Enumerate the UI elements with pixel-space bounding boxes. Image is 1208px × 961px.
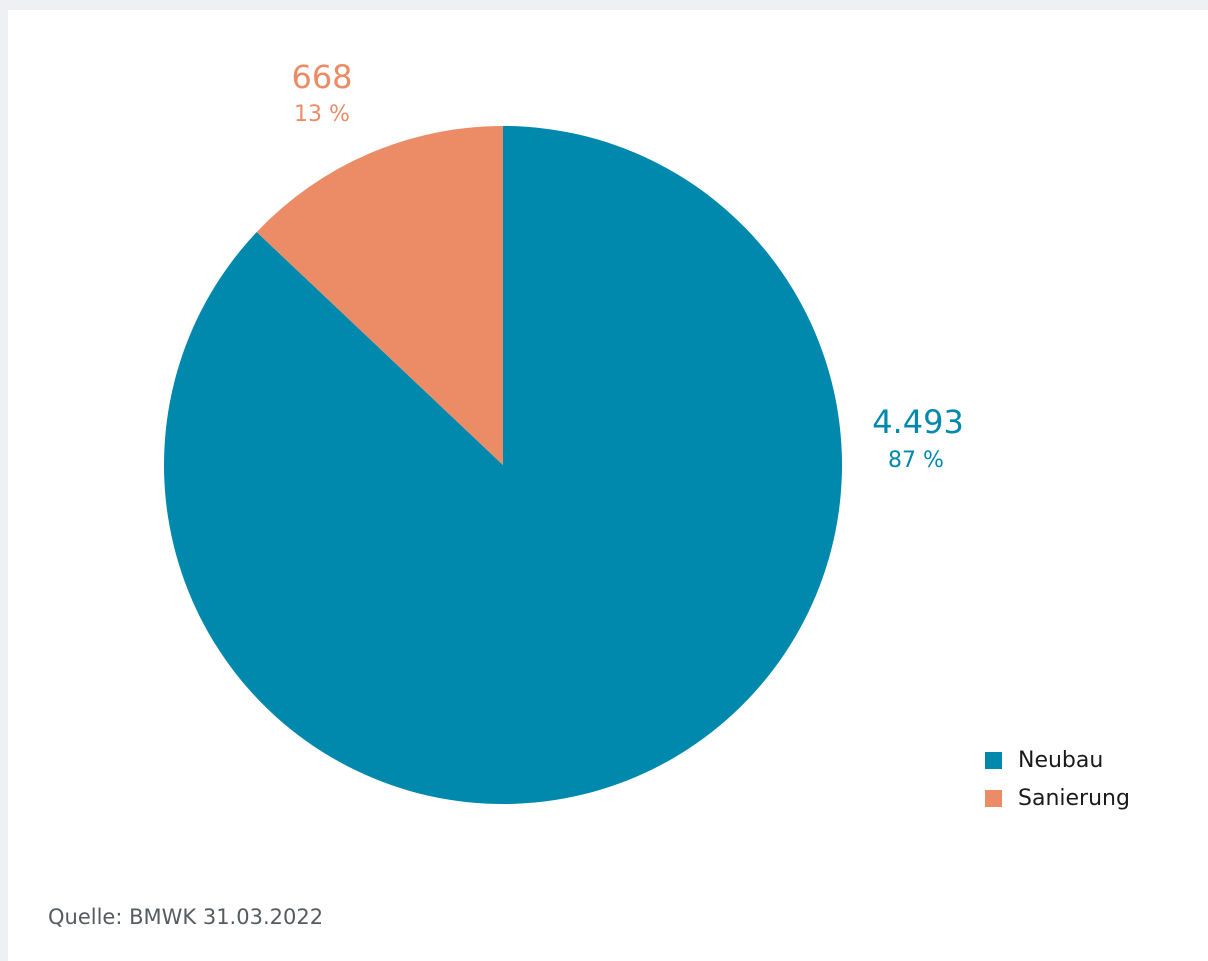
legend: Neubau Sanierung [985, 741, 1130, 817]
legend-label-neubau: Neubau [1018, 747, 1104, 773]
data-label-neubau-percent: 87 % [888, 448, 944, 473]
data-label-sanierung-value: 668 [291, 58, 352, 96]
pie-slice-neubau [163, 126, 842, 805]
pie-slice-sanierung [256, 126, 503, 465]
source-note: Quelle: BMWK 31.03.2022 [48, 905, 324, 929]
data-label-sanierung-percent: 13 % [294, 102, 350, 127]
legend-item-neubau: Neubau [985, 741, 1130, 779]
legend-item-sanierung: Sanierung [985, 779, 1130, 817]
legend-label-sanierung: Sanierung [1018, 785, 1130, 811]
legend-swatch-neubau [985, 751, 1002, 769]
legend-swatch-sanierung [985, 789, 1002, 807]
data-label-neubau-value: 4.493 [872, 403, 964, 441]
